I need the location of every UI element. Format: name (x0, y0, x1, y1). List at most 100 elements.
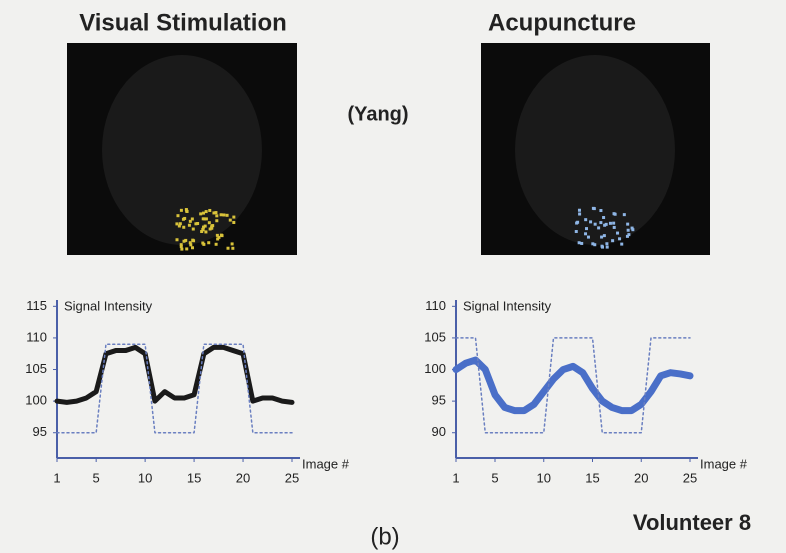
activation-dot (593, 207, 596, 210)
activation-dot (183, 217, 186, 220)
activation-dot (185, 208, 188, 211)
y-tick-label: 115 (26, 298, 47, 313)
activation-dot (585, 227, 588, 230)
reference-line (57, 344, 292, 432)
activation-dot (626, 235, 629, 238)
activation-dot (584, 218, 587, 221)
activation-dot (227, 247, 230, 250)
activation-dot (175, 222, 178, 225)
activation-dot (597, 226, 600, 229)
activation-dot (587, 236, 590, 239)
activation-dot (605, 242, 608, 245)
activation-dot (203, 217, 206, 220)
brain-outline (515, 55, 675, 245)
left-title: Visual Stimulation (79, 9, 287, 36)
activation-dot (183, 240, 186, 243)
y-axis-label: Signal Intensity (463, 298, 552, 313)
activation-dot (631, 227, 634, 230)
x-tick-label: 5 (491, 470, 498, 485)
x-axis-label: Image # (700, 456, 748, 471)
x-tick-label: 15 (585, 470, 599, 485)
activation-dot (599, 209, 602, 212)
activation-dot (215, 243, 218, 246)
y-tick-label: 105 (25, 361, 47, 376)
figure: Visual Stimulation Acupuncture (Yang) (b… (0, 0, 786, 553)
y-tick-label: 95 (432, 393, 446, 408)
activation-dot (231, 247, 234, 250)
activation-dot (205, 210, 208, 213)
activation-dot (599, 221, 602, 224)
activation-dot (182, 226, 185, 229)
activation-dot (202, 243, 205, 246)
activation-dot (204, 225, 207, 228)
activation-dot (575, 222, 578, 225)
activation-dot (229, 219, 232, 222)
activation-dot (215, 214, 218, 217)
brain-images (67, 43, 710, 255)
activation-dot (594, 223, 597, 226)
y-axis-label: Signal Intensity (64, 298, 153, 313)
activation-dot (620, 243, 623, 246)
activation-dot (609, 222, 612, 225)
activation-dot (600, 236, 603, 239)
activation-dot (180, 245, 183, 248)
activation-dot (606, 246, 609, 249)
activation-dot (584, 232, 587, 235)
activation-dot (222, 213, 225, 216)
activation-dot (208, 221, 211, 224)
activation-dot (613, 226, 616, 229)
signal-line (57, 347, 292, 402)
subject-label: Volunteer 8 (633, 510, 751, 535)
y-tick-label: 100 (424, 361, 446, 376)
activation-dot (208, 209, 211, 212)
x-tick-label: 25 (285, 470, 299, 485)
activation-dot (627, 229, 630, 232)
activation-dot (217, 236, 220, 239)
activation-dot (603, 234, 606, 237)
activation-dot (207, 241, 210, 244)
y-tick-label: 110 (26, 329, 47, 344)
activation-dot (614, 213, 617, 216)
activation-dot (212, 211, 215, 214)
x-tick-label: 10 (537, 470, 551, 485)
activation-dot (612, 222, 615, 225)
activation-dot (589, 220, 592, 223)
activation-dot (194, 222, 197, 225)
y-tick-label: 105 (424, 329, 446, 344)
activation-dot (176, 214, 179, 217)
activation-dot (578, 209, 581, 212)
activation-dot (226, 214, 229, 217)
activation-dot (578, 241, 581, 244)
activation-dot (180, 209, 183, 212)
activation-dot (199, 212, 202, 215)
y-tick-label: 95 (33, 424, 47, 439)
x-tick-label: 25 (683, 470, 697, 485)
y-tick-label: 110 (425, 298, 446, 313)
activation-dot (626, 223, 629, 226)
x-tick-label: 1 (53, 470, 60, 485)
brain-outline (102, 55, 262, 245)
activation-dot (210, 227, 213, 230)
center-label: (Yang) (347, 103, 408, 125)
activation-dot (580, 242, 583, 245)
page: {"figure":{"left_title":"Visual Stimulat… (0, 0, 786, 553)
activation-dot (603, 224, 606, 227)
activation-dot (180, 248, 183, 251)
x-tick-label: 5 (93, 470, 100, 485)
activation-dot (188, 224, 191, 227)
y-tick-label: 90 (432, 424, 446, 439)
activation-dot (591, 242, 594, 245)
y-tick-label: 100 (25, 393, 47, 408)
activation-dot (220, 213, 223, 216)
x-axis-label: Image # (302, 456, 350, 471)
activation-dot (616, 232, 619, 235)
activation-dot (185, 247, 188, 250)
activation-dot (618, 237, 621, 240)
activation-dot (232, 221, 235, 224)
x-tick-label: 20 (634, 470, 648, 485)
activation-dot (623, 213, 626, 216)
activation-dot (204, 230, 207, 233)
activation-dot (231, 242, 234, 245)
x-tick-label: 10 (138, 470, 152, 485)
activation-dot (189, 241, 192, 244)
